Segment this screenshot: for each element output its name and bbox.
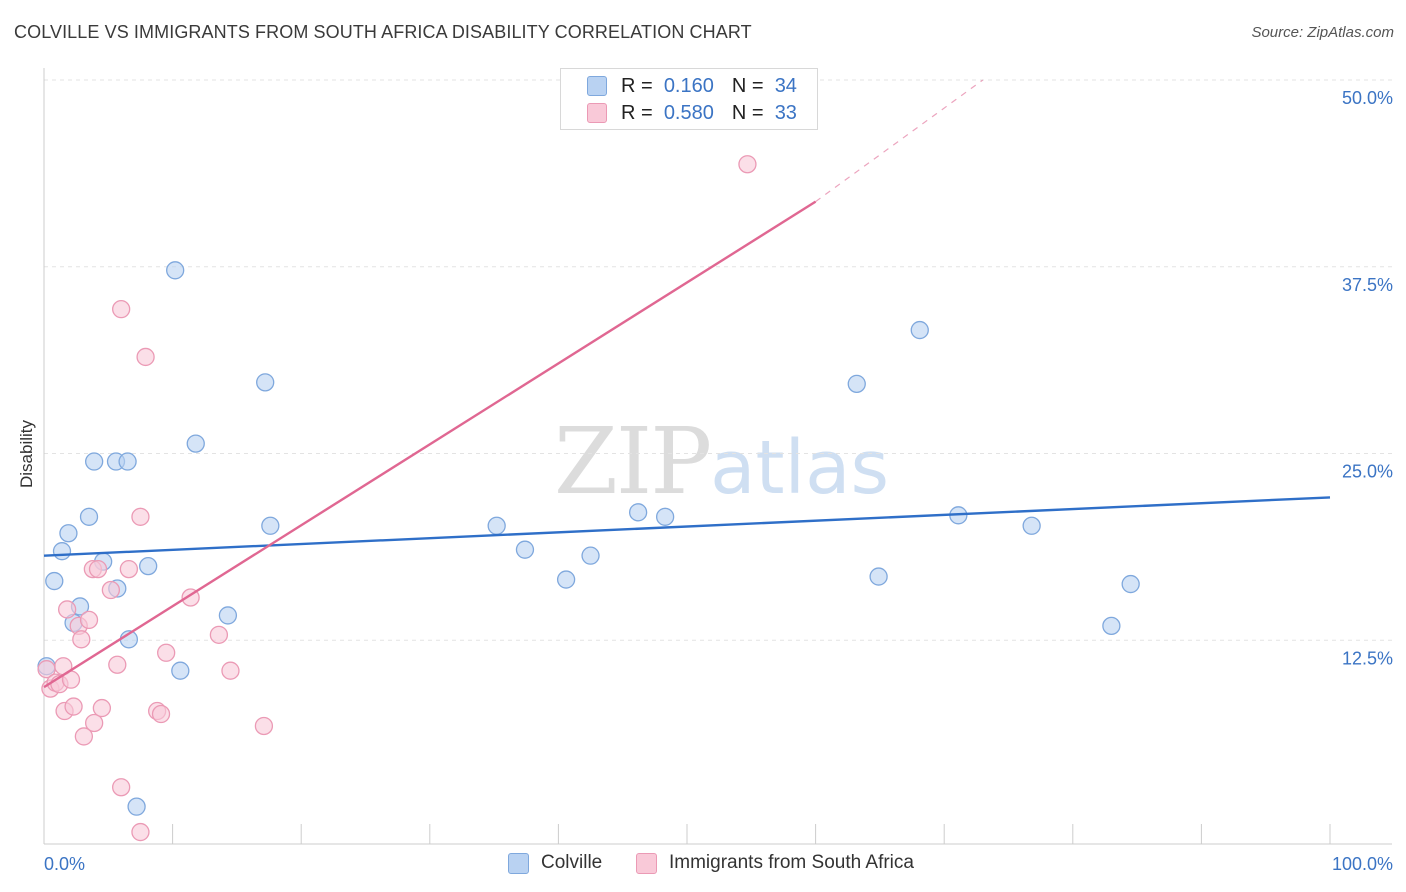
south-africa-point (136, 347, 155, 367)
south-africa-point (151, 704, 171, 724)
south-africa-point (112, 778, 131, 797)
colville-point (1022, 516, 1041, 535)
watermark-atlas: atlas (710, 425, 889, 511)
colville-point (910, 320, 929, 340)
n-value: 33 (774, 101, 797, 124)
south-africa-point (88, 559, 108, 579)
south-africa-point (131, 507, 150, 526)
south-africa-point (157, 643, 176, 662)
legend-row-south-africa: R = 0.580 N = 33 (587, 100, 797, 126)
south-africa-point (221, 661, 240, 680)
south-africa-point (101, 580, 121, 600)
x-tick-label-max: 100.0% (1332, 854, 1393, 874)
colville-point (869, 567, 888, 586)
colville-point (139, 556, 158, 576)
legend-item-south-africa[interactable]: Immigrants from South Africa (636, 852, 914, 874)
correlation-legend: R = 0.160 N = 34 R = 0.580 N = 33 (560, 68, 818, 130)
y-axis-label-text: Disability (17, 419, 36, 489)
grid-layer (44, 79, 1392, 641)
source-credit: Source: ZipAtlas.com (1251, 24, 1394, 41)
south-africa-trend-line (43, 200, 817, 689)
colville-point (186, 434, 205, 453)
south-africa-point (738, 155, 757, 174)
south-africa-point (85, 713, 104, 733)
y-tick-label: 12.5% (1342, 648, 1393, 668)
south-africa-point (57, 600, 77, 619)
south-africa-point (254, 716, 274, 736)
colville-point (52, 542, 72, 561)
south-africa-trend-extension (815, 79, 984, 203)
y-tick-label: 25.0% (1342, 462, 1393, 482)
colville-point (556, 570, 576, 589)
colville-point (118, 452, 137, 471)
south-africa-legend-swatch (636, 852, 657, 874)
south-africa-point (209, 625, 229, 644)
r-label: R = (621, 74, 653, 97)
trend-layer (43, 79, 1331, 689)
r-value: 0.580 (663, 101, 714, 124)
colville-point (1102, 616, 1121, 636)
colville-point (655, 507, 675, 526)
y-tick-label: 37.5% (1342, 275, 1393, 295)
colville-point (59, 524, 78, 543)
chart-title: COLVILLE VS IMMIGRANTS FROM SOUTH AFRICA… (14, 22, 752, 42)
colville-point (218, 606, 238, 625)
colville-point (45, 571, 64, 591)
legend-label-south-africa: Immigrants from South Africa (669, 852, 914, 873)
south-africa-point (112, 299, 131, 319)
colville-point (628, 503, 648, 522)
y-axis-label: Disability (8, 380, 48, 530)
colville-point (1121, 574, 1140, 594)
colville-point (261, 516, 280, 535)
colville-point (127, 797, 146, 816)
watermark-zip: ZIP (554, 408, 712, 515)
colville-legend-swatch (508, 852, 529, 874)
south-africa-point (108, 655, 127, 674)
watermark: ZIPatlas (554, 408, 889, 515)
south-africa-point (92, 698, 112, 718)
south-africa-point (79, 610, 99, 630)
colville-point (79, 507, 99, 526)
x-tick-label-min: 0.0% (44, 854, 85, 874)
south-africa-swatch (587, 103, 607, 123)
colville-trend-line (43, 496, 1331, 557)
legend-item-colville[interactable]: Colville (508, 852, 602, 874)
south-africa-point (131, 822, 150, 842)
n-value: 34 (774, 74, 797, 97)
south-africa-point (74, 727, 94, 746)
legend-row-colville: R = 0.160 N = 34 (587, 73, 797, 99)
south-africa-point (72, 630, 91, 649)
legend-label-colville: Colville (541, 852, 603, 873)
south-africa-point (64, 697, 83, 716)
r-value: 0.160 (663, 74, 714, 97)
colville-point (487, 516, 506, 535)
n-label: N = (731, 74, 764, 97)
n-label: N = (731, 101, 764, 124)
colville-point (581, 546, 600, 565)
colville-swatch (587, 76, 607, 96)
colville-point (515, 540, 535, 559)
south-africa-point (119, 559, 139, 579)
colville-point (256, 373, 275, 392)
colville-point (847, 374, 866, 393)
r-label: R = (621, 101, 653, 124)
colville-point (171, 661, 190, 680)
axis-layer (43, 68, 1392, 845)
points-layer (37, 155, 1140, 842)
colville-point (85, 452, 104, 471)
series-legend: Colville Immigrants from South Africa (0, 852, 1406, 878)
y-tick-label: 50.0% (1342, 88, 1393, 108)
colville-point (166, 261, 185, 280)
tick-label-layer: 12.5% 25.0% 37.5% 50.0% 0.0% 100.0% (44, 88, 1393, 874)
